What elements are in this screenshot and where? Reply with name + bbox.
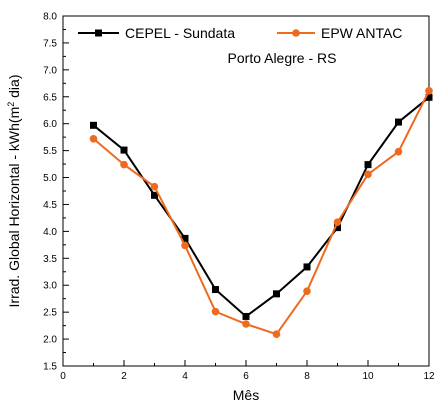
series-1-line <box>92 96 430 318</box>
series-2-point <box>333 218 342 227</box>
y-tick-label: 5.5 <box>43 146 57 157</box>
chart-subtitle: Porto Alegre - RS <box>228 50 337 66</box>
series-1-point <box>273 290 280 298</box>
y-axis-title-prefix: Irrad. Global Horizontal - kWh(m <box>6 107 22 308</box>
y-tick-label: 7.0 <box>43 65 57 76</box>
series-1-point <box>364 161 372 169</box>
x-tick-label: 12 <box>423 371 435 382</box>
y-tick-label: 4.0 <box>43 227 57 238</box>
series-1-point <box>303 263 311 271</box>
y-tick-label: 2.5 <box>43 308 57 319</box>
series-2-point <box>181 241 189 250</box>
y-tick-label: 7.5 <box>43 38 57 49</box>
series-1-point <box>242 312 250 320</box>
series-2-point <box>425 87 433 95</box>
x-tick-label: 2 <box>121 371 127 382</box>
series-1-point <box>181 234 189 242</box>
y-axis: 1.5 2.0 2.5 3.0 3.5 4.0 4.5 5.0 5.5 6.0 6.5 7.0 7.5 8… <box>43 12 69 373</box>
y-axis-title-suffix: dia) <box>6 75 22 102</box>
series-2-point <box>242 320 250 328</box>
x-tick-label: 6 <box>243 371 249 382</box>
legend: CEPEL - Sundata EPW ANTAC <box>78 25 402 41</box>
series-2-point <box>272 330 281 339</box>
x-axis: 0 2 4 6 8 10 12 <box>60 360 435 382</box>
y-tick-label: 8.0 <box>43 12 57 23</box>
x-tick-label: 8 <box>304 371 310 382</box>
series-2-point <box>364 170 372 179</box>
y-tick-label: 3.0 <box>43 281 57 292</box>
y-tick-label: 4.5 <box>43 200 57 211</box>
y-tick-label: 5.0 <box>43 173 57 184</box>
series-2-point <box>120 160 128 169</box>
legend-item-2-label: EPW ANTAC <box>321 25 402 41</box>
y-tick-label: 1.5 <box>43 362 57 373</box>
legend-item-1-marker <box>95 29 102 37</box>
y-axis-title: Irrad. Global Horizontal - kWh(m2 dia) <box>6 75 22 308</box>
x-tick-label: 0 <box>60 371 66 382</box>
series-2-point <box>211 307 220 316</box>
series-2-point <box>150 182 159 191</box>
series-1-point <box>120 146 128 154</box>
x-tick-label: 4 <box>182 371 188 382</box>
x-axis-title: Mês <box>233 387 259 403</box>
series-2-point <box>394 147 403 156</box>
series-1-point <box>425 93 433 101</box>
y-tick-label: 3.5 <box>43 254 57 265</box>
series-2-point <box>89 134 98 143</box>
legend-item-1-label: CEPEL - Sundata <box>125 25 235 41</box>
series-2-point <box>303 287 311 295</box>
series-2-line <box>92 90 430 336</box>
y-tick-label: 6.5 <box>43 92 57 103</box>
y-tick-label: 6.0 <box>43 119 57 130</box>
x-tick-label: 10 <box>362 371 374 382</box>
series-1-point <box>395 118 402 126</box>
series-1-point <box>90 121 97 129</box>
series-1-point <box>151 191 158 199</box>
series-1-point <box>334 224 341 232</box>
y-tick-label: 2.0 <box>43 335 57 346</box>
series-1-point <box>212 286 219 294</box>
series-layer <box>89 87 433 339</box>
y-axis-title-sup: 2 <box>6 102 16 107</box>
legend-item-2-marker <box>292 29 300 37</box>
